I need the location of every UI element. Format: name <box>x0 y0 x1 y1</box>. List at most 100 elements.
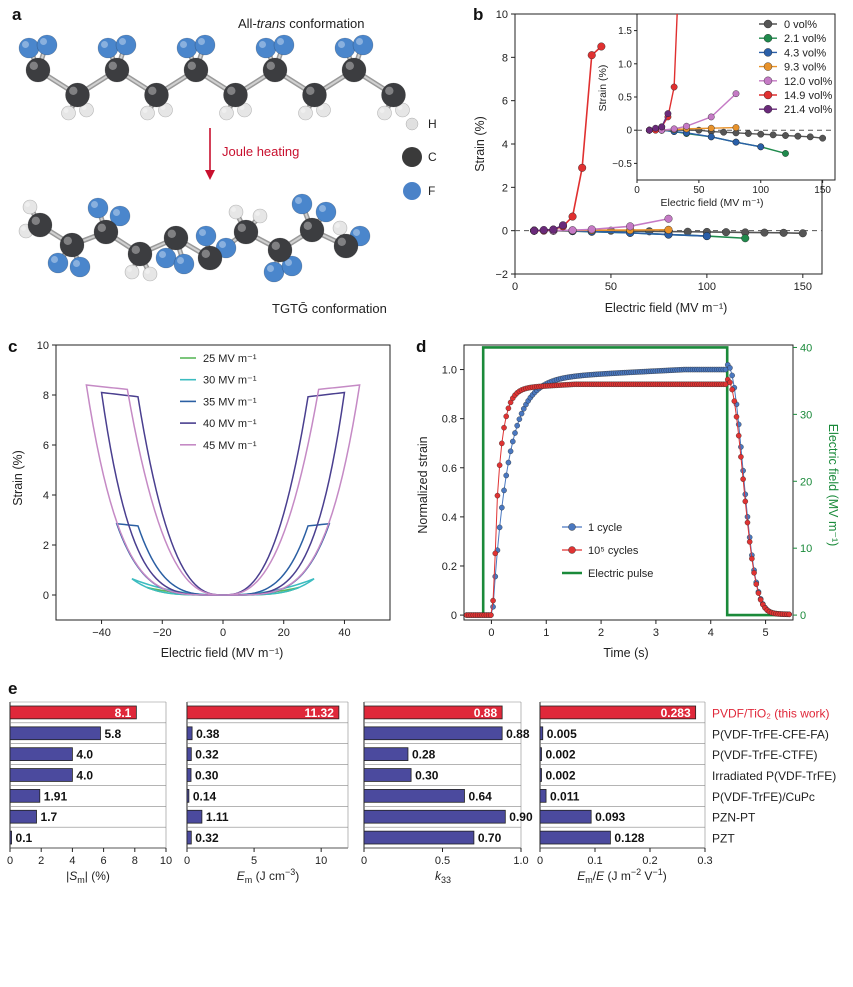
e-value-label: 0.64 <box>468 789 492 803</box>
inset-y-tick-label: 0.5 <box>618 93 632 104</box>
carbon-atom-shine <box>97 223 107 232</box>
inset-series-point-0 <box>744 130 752 137</box>
strain-point-1 <box>786 611 792 618</box>
panel-b: b 0 50 100 150 −2 0 2 4 6 8 10 Electric field (MV … <box>473 5 836 315</box>
fluorine-atom-shine <box>198 38 205 45</box>
inset-y-tick-label: 1.0 <box>618 59 632 70</box>
hydrogen-atom <box>61 105 76 121</box>
inset-series-point-4 <box>670 125 678 133</box>
e4-xlabel: Em/E (J m−2 V−1) <box>577 867 666 885</box>
hydrogen-atom <box>316 102 331 118</box>
legend-label: 25 MV m⁻¹ <box>203 353 257 365</box>
hydrogen-atom <box>377 105 392 121</box>
y-tick-label: 4 <box>502 139 508 151</box>
e-value-label: 0.38 <box>196 727 220 741</box>
fluorine-atom <box>69 256 91 278</box>
legend-marker <box>568 546 576 554</box>
fluorine-atom-shine <box>319 205 326 212</box>
legend-marker <box>763 19 773 29</box>
panel-c-label: c <box>8 337 17 356</box>
e-value-label: 0.70 <box>478 831 502 845</box>
e-value-label: 0.28 <box>412 748 436 762</box>
legend-label: 40 MV m⁻¹ <box>203 418 257 430</box>
e-bar <box>9 809 37 824</box>
strain-point-1 <box>727 379 733 386</box>
all-trans-title: All-trans conformation <box>238 16 364 31</box>
fluorine-atom <box>194 34 216 56</box>
hydrogen-atom-shine <box>142 108 148 114</box>
strain-point-0 <box>510 438 516 445</box>
strain-point-1 <box>505 405 512 412</box>
e-bar <box>186 809 203 824</box>
e-value-label: 0.1 <box>16 831 33 845</box>
carbon-atom <box>183 57 209 83</box>
series-point-6 <box>530 226 539 235</box>
hydrogen-atom <box>237 102 252 118</box>
inset-series-point-0 <box>794 132 802 140</box>
carbon-atom-shine <box>227 86 236 96</box>
fluorine-legend-ball <box>403 182 421 200</box>
hydrogen-atom <box>79 102 94 118</box>
e-value-label: 0.88 <box>474 706 498 720</box>
x-tick-label: 50 <box>605 281 617 293</box>
strain-point-1 <box>751 570 757 576</box>
carbon-atom-shine <box>201 249 210 258</box>
y-tick-label: 1.0 <box>442 365 457 377</box>
legend-label: 1 cycle <box>588 522 622 534</box>
e-bar <box>186 830 192 845</box>
strain-point-0 <box>514 422 520 429</box>
e-bar <box>9 726 101 741</box>
legend-c-label: C <box>428 150 437 164</box>
e-value-label: 0.32 <box>195 748 219 762</box>
y2-tick-label: 0 <box>800 610 806 622</box>
e-bar <box>363 747 409 761</box>
e-x-tick-label: 4 <box>69 855 75 867</box>
y2-tick-label: 10 <box>800 543 812 555</box>
e-x-tick-label: 5 <box>251 855 257 867</box>
fluorine-atom <box>87 197 109 219</box>
series-point-4 <box>568 226 577 235</box>
fluorine-atom <box>281 255 303 277</box>
panel-c-ylabel: Strain (%) <box>11 450 25 506</box>
e-value-label: 0.093 <box>595 810 625 824</box>
e-bar <box>9 747 73 761</box>
hydrogen-legend-ball <box>405 117 419 131</box>
legend-label: 4.3 vol% <box>784 47 826 59</box>
legend-label: 0 vol% <box>784 19 817 31</box>
series-point-3 <box>664 225 673 234</box>
panel-e-label: e <box>8 679 17 698</box>
panel-c-legend: 25 MV m⁻¹ 30 MV m⁻¹ 35 MV m⁻¹ 40 MV m⁻¹ 45 M… <box>180 353 257 452</box>
y-tick-label: 0.4 <box>442 512 457 524</box>
panel-d-y2label: Electric field (MV m⁻¹) <box>826 424 840 547</box>
x-tick-label: 40 <box>338 627 350 639</box>
panel-d-xlabel: Time (s) <box>603 646 648 660</box>
hydrogen-atom-shine <box>335 223 340 228</box>
e-bar <box>539 809 592 824</box>
series-point-5 <box>597 42 606 51</box>
fluorine-atom-shine <box>119 38 126 45</box>
e-bar <box>363 809 506 824</box>
legend-label: 10⁵ cycles <box>588 545 639 557</box>
fluorine-atom-shine <box>40 38 47 45</box>
strain-point-1 <box>740 476 746 482</box>
e-value-label: 0.011 <box>550 789 580 803</box>
e-value-label: 0.128 <box>614 831 644 845</box>
e-category-label: P(VDF-TrFE-CTFE) <box>712 748 818 762</box>
fluorine-atom <box>36 34 58 56</box>
e-x-tick-label: 0 <box>184 855 190 867</box>
strain-point-0 <box>507 448 514 455</box>
e-bar <box>539 830 611 845</box>
x-tick-label: −20 <box>153 627 172 639</box>
hydrogen-atom <box>228 204 244 220</box>
inset-series <box>645 14 827 157</box>
e-x-tick-label: 0.2 <box>642 855 657 867</box>
inset-series-point-1 <box>782 150 789 157</box>
hydrogen-atom <box>332 220 348 236</box>
strain-point-1 <box>499 440 505 447</box>
strain-point-1 <box>494 492 501 499</box>
hydrogen-atom-shine <box>231 207 236 212</box>
y2-tick-label: 30 <box>800 409 812 421</box>
fluorine-atom <box>173 253 195 275</box>
legend-marker <box>763 76 773 86</box>
carbon-atom <box>341 57 367 83</box>
